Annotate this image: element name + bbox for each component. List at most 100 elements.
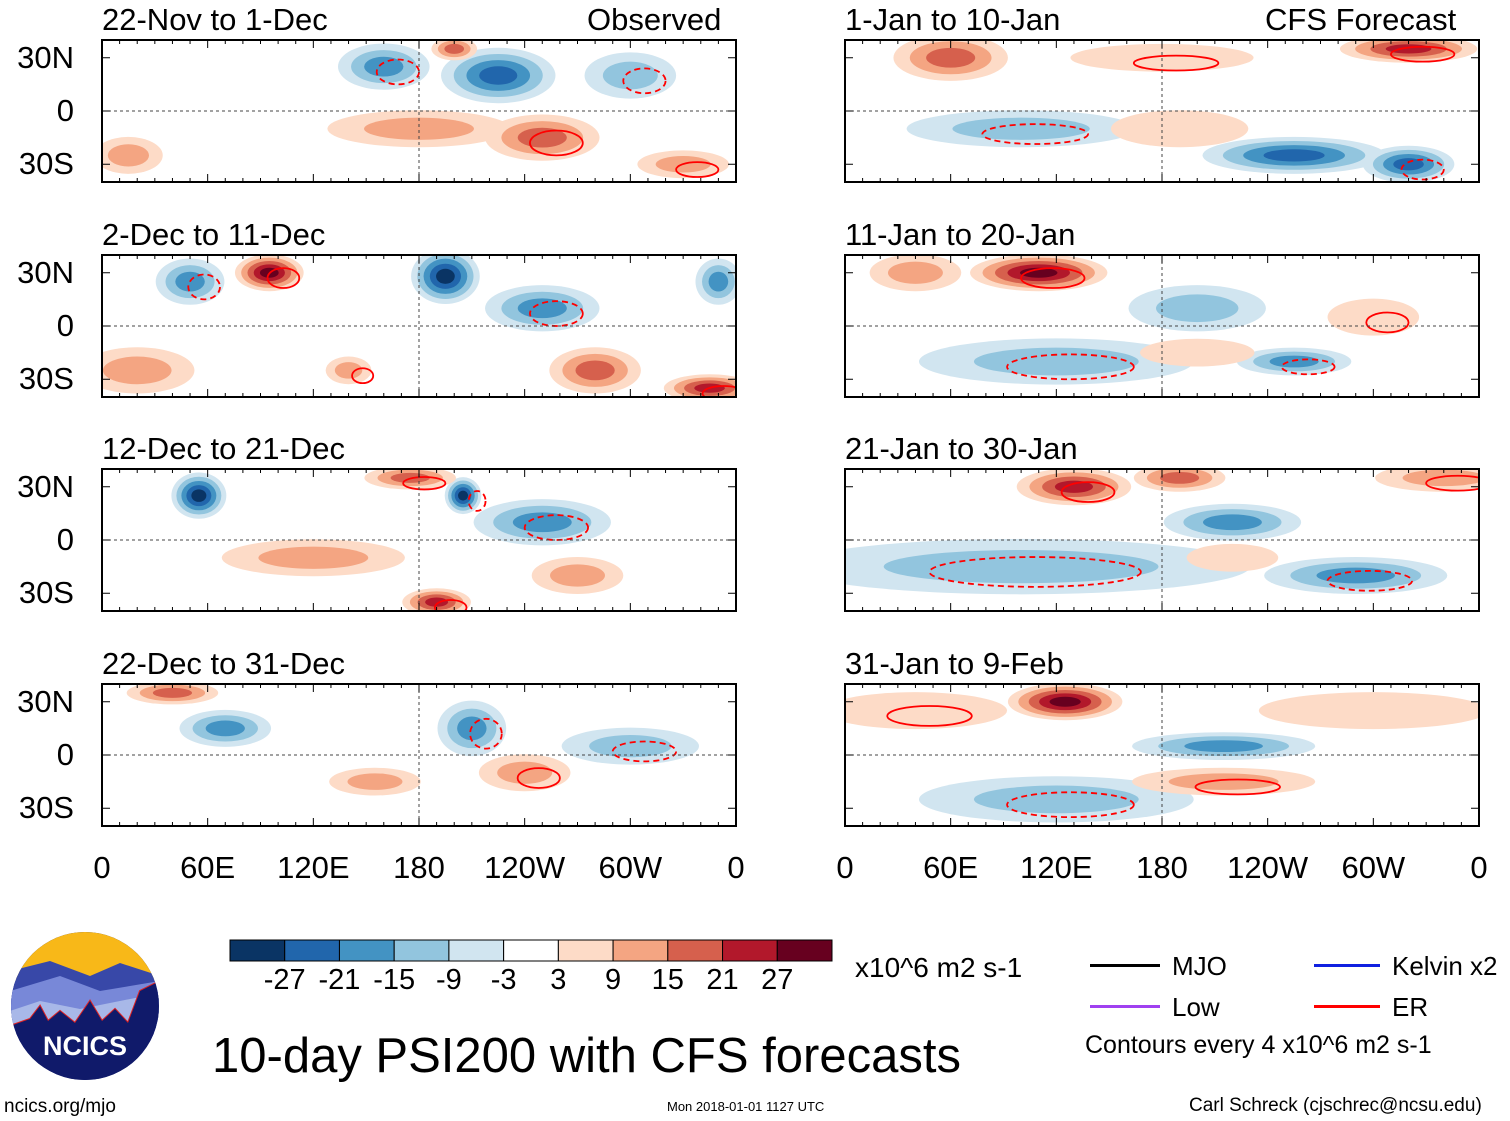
- panel-title: 1-Jan to 10-Jan: [845, 2, 1061, 37]
- er-contour: [611, 740, 678, 763]
- lat-label: 30S: [18, 790, 74, 826]
- map-panel: [844, 39, 1480, 183]
- lat-label: 30N: [17, 39, 74, 75]
- lon-label: 120E: [277, 850, 350, 885]
- lon-label: 120E: [1020, 850, 1093, 885]
- anomaly-contour: [425, 597, 449, 607]
- anomaly-contour: [364, 117, 474, 140]
- lon-label: 180: [1136, 850, 1188, 885]
- er-contour: [928, 556, 1142, 588]
- er-contour: [529, 300, 584, 327]
- anomaly-contour: [191, 489, 207, 502]
- anomaly-contour: [973, 785, 1139, 814]
- er-contour: [1280, 358, 1336, 376]
- map-panel: [101, 468, 737, 612]
- panel-title: 22-Dec to 31-Dec: [102, 646, 345, 681]
- anomaly-contour: [364, 56, 404, 77]
- timestamp: Mon 2018-01-01 1127 UTC: [667, 1099, 825, 1114]
- figure-title: 10-day PSI200 with CFS forecasts: [212, 1029, 961, 1083]
- er-contour: [701, 385, 736, 397]
- er-contour: [1194, 778, 1281, 796]
- lat-label: 0: [56, 308, 74, 343]
- anomaly-contour: [205, 720, 245, 737]
- colorbar-label: 3: [550, 964, 567, 996]
- anomaly-contour: [512, 512, 572, 533]
- lon-label: 120W: [484, 850, 566, 885]
- anomaly-contour: [952, 117, 1090, 140]
- anomaly-contour: [1186, 543, 1279, 572]
- anomaly-contour: [1139, 338, 1255, 367]
- anomaly-contour: [1258, 692, 1479, 730]
- er-contour: [351, 367, 375, 385]
- colorbar-label: -21: [318, 964, 361, 996]
- lon-label: 60W: [598, 850, 663, 885]
- lon-label: 120W: [1227, 850, 1309, 885]
- lat-label: 0: [56, 737, 74, 772]
- anomaly-contour: [1049, 696, 1081, 707]
- lon-label: 180: [393, 850, 445, 885]
- panel-title: 2-Dec to 11-Dec: [102, 217, 326, 252]
- lat-label: 30S: [18, 575, 74, 611]
- colorbar-box: [448, 939, 505, 962]
- anomaly-contour: [1070, 43, 1254, 72]
- forecast-label: CFS Forecast: [1265, 2, 1457, 37]
- anomaly-contour: [1203, 514, 1262, 531]
- lat-label: 30N: [17, 683, 74, 719]
- er-contour: [523, 514, 589, 541]
- er-contour: [1400, 158, 1445, 181]
- lat-label: 0: [56, 522, 74, 557]
- anomaly-contour: [1054, 480, 1094, 493]
- lon-label: 0: [836, 850, 854, 885]
- anomaly-contour: [708, 271, 729, 292]
- author: Carl Schreck (cjschrec@ncsu.edu): [1189, 1095, 1482, 1116]
- colorbar-label: 9: [605, 964, 622, 996]
- colorbar-label: 15: [651, 964, 684, 996]
- anomaly-contour: [973, 347, 1139, 376]
- map-panel: [844, 683, 1480, 827]
- er-contour: [981, 123, 1089, 145]
- lon-label: 0: [1470, 850, 1488, 885]
- map-panel: [101, 39, 737, 183]
- anomaly-contour: [1019, 267, 1058, 278]
- anomaly-contour: [479, 66, 518, 85]
- er-contour: [433, 599, 468, 611]
- er-contour: [467, 490, 487, 512]
- anomaly-contour: [107, 144, 150, 167]
- legend-line-er: [1314, 1005, 1380, 1008]
- anomaly-contour: [1156, 294, 1239, 323]
- colorbar-box: [557, 939, 614, 962]
- legend-line-kelvin: [1314, 964, 1380, 967]
- colorbar-box: [722, 939, 778, 962]
- colorbar-box: [776, 939, 833, 962]
- anomaly-contour: [602, 61, 658, 90]
- panel-title: 31-Jan to 9-Feb: [845, 646, 1064, 681]
- er-contour: [1132, 54, 1220, 72]
- map-panel: [101, 254, 737, 398]
- lon-label: 0: [93, 850, 111, 885]
- colorbar-box: [229, 939, 286, 962]
- er-contour: [1060, 481, 1116, 503]
- colorbar-units: x10^6 m2 s-1: [855, 952, 1023, 983]
- anomaly-contour: [575, 360, 615, 381]
- lat-label: 30N: [17, 254, 74, 290]
- panel-title: 11-Jan to 20-Jan: [845, 217, 1076, 252]
- er-contour: [1425, 474, 1479, 492]
- anomaly-contour: [1110, 110, 1249, 148]
- map-panel: [844, 468, 1480, 612]
- anomaly-contour: [883, 550, 1159, 584]
- panel-title: 21-Jan to 30-Jan: [845, 431, 1078, 466]
- colorbar-box: [338, 939, 395, 962]
- contour-note: Contours every 4 x10^6 m2 s-1: [1085, 1031, 1432, 1059]
- lat-label: 30S: [18, 146, 74, 182]
- er-contour: [266, 267, 301, 289]
- map-panel: [844, 254, 1480, 398]
- anomaly-contour: [845, 692, 1007, 730]
- colorbar-box: [503, 939, 559, 962]
- observed-label: Observed: [587, 2, 722, 37]
- site-link[interactable]: ncics.org/mjo: [4, 1096, 116, 1117]
- er-contour: [1326, 569, 1413, 592]
- ncics-logo: NCICS: [11, 932, 159, 1080]
- er-contour: [622, 67, 667, 95]
- colorbar-label: -9: [436, 964, 462, 996]
- colorbar-label: -27: [263, 964, 306, 996]
